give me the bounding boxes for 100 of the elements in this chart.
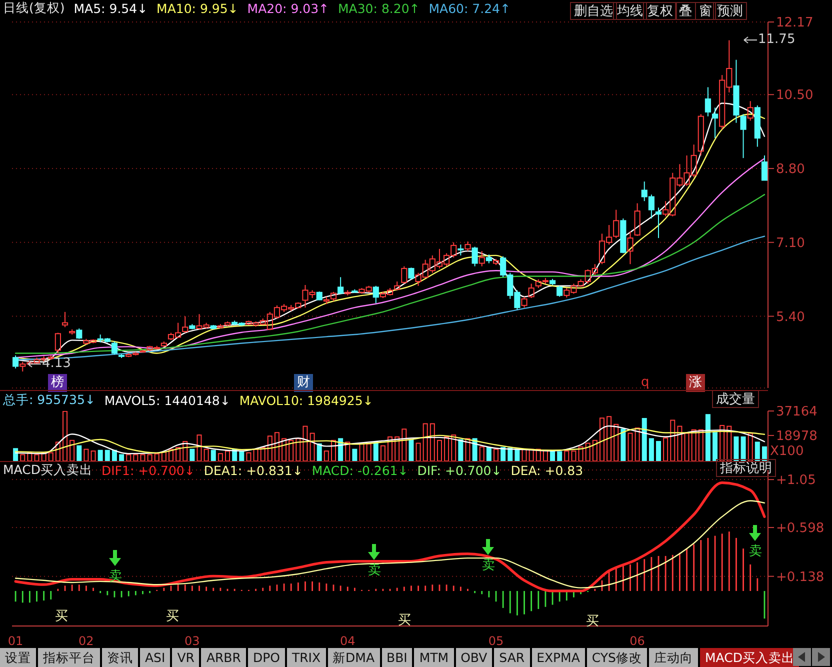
bar [585,442,590,461]
bar [557,451,562,461]
annotation: 买 [398,612,411,630]
bar [210,450,216,461]
bar [656,440,662,461]
text: DPO [248,648,285,667]
annotation: 涨 [686,374,705,392]
bar [84,448,89,461]
text: MAVOL10: 1984925↓ [239,393,374,408]
bar [253,448,258,461]
bar [592,440,598,461]
y-tick-label: 18978 [776,429,818,444]
text: MTM [414,648,454,667]
text: ARBR [201,648,246,667]
bar [514,448,520,461]
bar [239,450,244,461]
bar [288,440,294,461]
bar [402,428,407,461]
bar [324,450,329,461]
bar [628,432,633,461]
annotation: 买 [586,613,599,631]
text: MA60: 7.24↑ [428,1,510,16]
bar [606,416,612,461]
bar [408,439,414,461]
bar [190,448,195,461]
bar [762,446,767,461]
bar [225,450,230,461]
bar [296,438,301,461]
line-series [14,194,766,354]
bar [204,448,209,461]
x-tick-label: 01 [8,634,24,648]
annotation: 卖 [749,543,762,561]
text: MA5: 9.54↓ [74,1,148,16]
y-tick-label: +1.05 [776,473,816,488]
bar [373,442,378,461]
text: ASI [140,648,170,667]
annotation: DIF: +0.700↓ [417,463,502,478]
text: MA10: 9.95↓ [156,1,238,16]
bar [430,423,435,461]
bar [479,446,484,461]
bar [161,452,166,461]
bar [508,448,513,461]
bar [388,436,393,461]
candlestick [627,231,634,265]
text: 设置 [0,648,36,667]
bar [634,428,640,461]
text: DIF1: +0.700↓ [101,463,195,478]
bar [670,420,676,461]
bar [648,438,654,461]
bar [486,447,492,461]
y-tick-label: +0.138 [776,570,824,585]
line-series [14,481,766,592]
bar [684,432,690,461]
bar [154,453,160,461]
text: 复权 [643,2,677,20]
chart-title: MACD买入卖出 [3,462,92,479]
bar [550,450,556,461]
line-series [14,500,766,588]
bar [133,454,138,461]
text: 成交量 [712,390,759,408]
annotation: 买 [55,608,68,626]
text: 新DMA [328,648,380,667]
text: 均线 [613,2,647,20]
bar [571,450,576,461]
bar [705,414,710,461]
bar [352,448,358,461]
y-tick-label: 8.80 [776,162,805,178]
bar [380,445,386,461]
bar [564,450,570,461]
annotation: 卖 [482,557,495,575]
bar [522,448,527,461]
x-tick-label: 04 [340,634,356,648]
bar [20,454,26,461]
bar [620,428,626,461]
text: 叠 [675,2,696,20]
x-tick-label: 03 [184,634,200,648]
bar [366,443,372,461]
text: 指标平台 [38,648,100,667]
text: MA30: 8.20↑ [338,1,420,16]
annotation: 榜 [48,374,67,392]
bar [112,450,117,461]
bar [578,446,584,461]
text: MACD买入卖出 [700,648,800,667]
bar [712,432,718,461]
y-tick-label: 5.40 [776,310,805,325]
bar [465,438,470,461]
bar [246,452,252,461]
candlestick [655,207,662,239]
text: 窗 [695,2,716,20]
bar [104,450,110,461]
text: X100 [770,443,804,461]
x-tick-label: 06 [630,634,645,648]
text: MACD: -0.261↓ [312,463,408,478]
annotation: 指标说明 [716,459,776,477]
chart-title: 日线(复权) [3,0,65,17]
chart-title: 总手: 955735↓ [3,392,96,409]
text: SAR [494,648,530,667]
bar [416,442,421,461]
bar [34,454,40,461]
y-tick-label: 37164 [776,404,818,420]
